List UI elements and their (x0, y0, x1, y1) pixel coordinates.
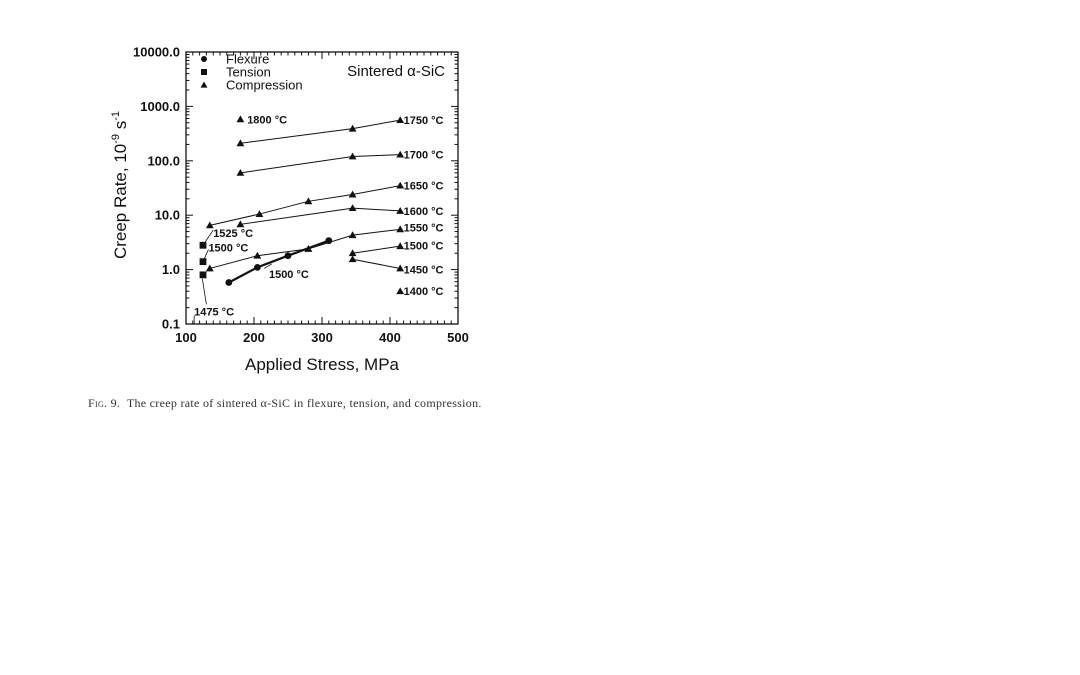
y-tick-label: 10000.0 (133, 45, 180, 60)
legend-triangle-marker (200, 81, 208, 88)
caption-figure-label: Fig. 9. (88, 396, 121, 410)
legend-square-marker (201, 69, 207, 75)
flexure-point (284, 252, 292, 260)
y-axis-title-main: Creep Rate, 10 (111, 144, 130, 259)
temperature-label: 1650 °C (404, 181, 444, 193)
legend-entry-label: Tension (226, 65, 271, 80)
flexure-point (225, 279, 233, 286)
tension-point (199, 241, 207, 249)
tension-point (199, 271, 207, 279)
x-axis-title: Applied Stress, MPa (245, 355, 400, 374)
series-line-4 (240, 207, 401, 225)
y-axis-title-exp1: -9 (110, 134, 122, 144)
legend-circle-marker (201, 56, 207, 62)
compression-point (236, 168, 245, 176)
temperature-label: 1500 °C (404, 240, 444, 252)
temperature-label: 1500 °C (208, 242, 248, 254)
x-tick-label: 300 (311, 330, 333, 345)
compression-point (205, 264, 214, 272)
y-tick-label: 1.0 (162, 262, 180, 277)
compression-point (396, 206, 405, 214)
compression-point (396, 116, 405, 124)
x-tick-label: 500 (447, 330, 469, 345)
temperature-label: 1600 °C (404, 206, 444, 218)
series-line-7 (352, 258, 401, 269)
temperature-label: 1475 °C (194, 306, 234, 318)
flexure-point (325, 237, 333, 245)
temperature-label: 1700 °C (404, 150, 444, 162)
y-tick-label: 100.0 (147, 153, 180, 168)
compression-point (396, 242, 405, 250)
compression-point (348, 231, 357, 239)
series-line-6 (352, 245, 401, 254)
y-tick-label: 1000.0 (140, 99, 180, 114)
compression-point (348, 255, 357, 263)
series-line-3 (209, 185, 401, 226)
inset-label: Sintered α-SiC (347, 63, 445, 80)
compression-point (396, 181, 405, 189)
compression-point (348, 204, 357, 212)
y-tick-label: 0.1 (162, 317, 180, 332)
caption-text: The creep rate of sintered α-SiC in flex… (126, 396, 482, 410)
temperature-label: 1450 °C (404, 265, 444, 277)
temperature-label: 1400 °C (404, 286, 444, 298)
compression-point (236, 139, 245, 147)
compression-point (255, 210, 264, 217)
y-axis-title-exp2: -1 (110, 111, 122, 121)
flexure-point (254, 263, 261, 271)
x-tick-label: 400 (379, 330, 401, 345)
legend-entry-label: Compression (226, 78, 303, 93)
legend-entry-label: Flexure (226, 52, 269, 67)
x-tick-label: 200 (243, 330, 265, 345)
compression-point (236, 115, 245, 123)
series-line-2 (240, 154, 401, 174)
compression-point (396, 225, 405, 233)
compression-point (396, 264, 405, 272)
annotation-leader (263, 263, 272, 269)
compression-point (396, 287, 405, 295)
compression-point (205, 221, 214, 229)
compression-point (348, 152, 357, 160)
tension-point (199, 258, 207, 266)
annotation-leader (201, 278, 207, 305)
temperature-label: 1750 °C (404, 115, 444, 127)
compression-point (348, 190, 357, 198)
compression-point (236, 220, 245, 228)
temperature-label: 1800 °C (247, 114, 287, 126)
temperature-label: 1500 °C (269, 269, 309, 281)
y-axis-title: Creep Rate, 10-9 s-1 (110, 111, 130, 259)
compression-point (253, 251, 262, 259)
y-axis-title-unit: s (111, 121, 130, 134)
x-tick-label: 100 (175, 330, 197, 345)
compression-point (348, 249, 357, 257)
compression-point (348, 124, 357, 132)
compression-point (304, 197, 313, 205)
temperature-label: 1550 °C (404, 222, 444, 234)
compression-point (396, 150, 405, 158)
creep-rate-chart: 100 200 300 400 500 0.1 1.0 10.0 100.0 1000.0 1000… (110, 45, 469, 375)
figure-caption: Fig. 9. The creep rate of sintered α-SiC… (88, 395, 498, 411)
compression-point (304, 245, 313, 252)
y-tick-label: 10.0 (155, 208, 180, 223)
temperature-label: 1525 °C (213, 228, 253, 240)
